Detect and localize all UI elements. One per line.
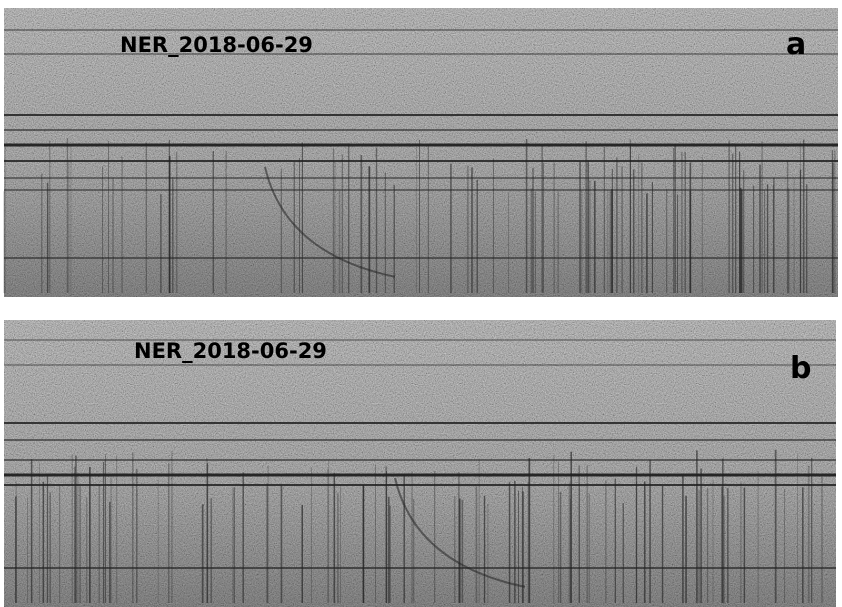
panel-letter: a — [786, 27, 806, 62]
spectrogram-panel-a — [3, 8, 838, 297]
shade — [4, 8, 838, 297]
panel-letter: b — [790, 351, 811, 386]
spectrogram-panel-b — [4, 320, 836, 607]
whistler-trace — [264, 166, 396, 278]
station-label: NER_2018-06-29 — [120, 33, 313, 57]
shade — [4, 320, 836, 607]
station-label: NER_2018-06-29 — [134, 339, 327, 363]
whistler-trace — [394, 477, 526, 588]
